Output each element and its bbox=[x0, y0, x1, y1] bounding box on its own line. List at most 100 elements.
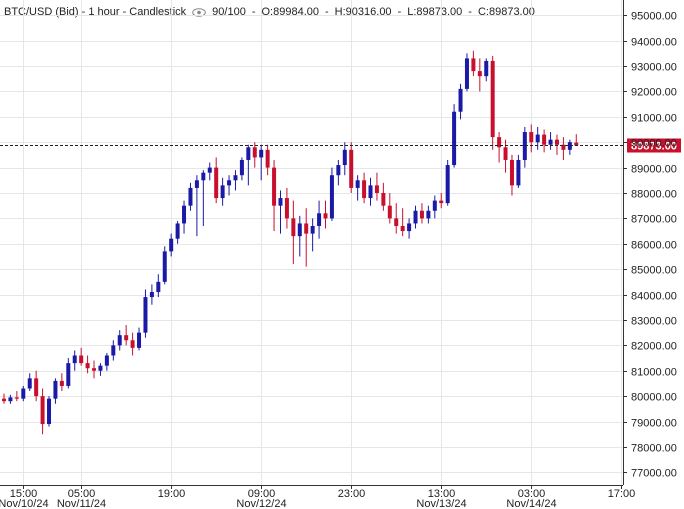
candle-body bbox=[349, 149, 354, 188]
candle-body bbox=[516, 159, 521, 186]
candle-body bbox=[554, 139, 559, 145]
candle-body bbox=[297, 223, 302, 237]
candle-body bbox=[368, 185, 373, 199]
y-tick-label: 93000.00 bbox=[631, 62, 677, 74]
candle-body bbox=[387, 205, 392, 219]
candle bbox=[355, 175, 360, 201]
candle-body bbox=[220, 185, 225, 199]
candle-body bbox=[272, 167, 277, 206]
candle bbox=[304, 208, 309, 267]
x-tick-time-label: 05:00 bbox=[68, 488, 96, 500]
candle bbox=[477, 58, 482, 92]
x-tick-date-label: Nov/10/24 bbox=[0, 498, 49, 509]
candle bbox=[111, 340, 116, 361]
candle bbox=[394, 203, 399, 234]
y-tick-label: 85000.00 bbox=[631, 265, 677, 277]
candle bbox=[561, 137, 566, 160]
y-tick-label: 82000.00 bbox=[631, 341, 677, 353]
y-tick-label: 90000.00 bbox=[631, 138, 677, 150]
candle-body bbox=[104, 355, 109, 366]
candle bbox=[503, 139, 508, 173]
candle bbox=[522, 126, 527, 168]
candle bbox=[548, 132, 553, 150]
candle-body bbox=[169, 238, 174, 252]
candle bbox=[201, 170, 206, 226]
candle-body bbox=[291, 218, 296, 237]
y-tick-label: 91000.00 bbox=[631, 113, 677, 125]
candle-body bbox=[98, 365, 103, 371]
candle bbox=[246, 144, 251, 186]
candle bbox=[381, 182, 386, 211]
candle bbox=[368, 177, 373, 206]
candle-body bbox=[529, 132, 534, 143]
candle-body bbox=[259, 149, 264, 158]
x-tick-time-label: 13:00 bbox=[428, 488, 456, 500]
candle bbox=[143, 289, 148, 338]
candle bbox=[535, 126, 540, 150]
candle-body bbox=[252, 147, 257, 158]
candle-body bbox=[207, 167, 212, 173]
candle-body bbox=[21, 388, 26, 399]
candle-body bbox=[374, 185, 379, 193]
candle bbox=[8, 394, 13, 404]
x-tick-time-label: 03:00 bbox=[518, 488, 546, 500]
candle bbox=[336, 159, 341, 186]
candle bbox=[104, 352, 109, 371]
candle-body bbox=[381, 192, 386, 206]
candle-body bbox=[535, 134, 540, 143]
candle bbox=[124, 325, 129, 346]
candle-body bbox=[567, 142, 572, 150]
candle bbox=[169, 233, 174, 257]
candle-body bbox=[214, 167, 219, 199]
candle-body bbox=[419, 210, 424, 219]
candle-body bbox=[111, 345, 116, 356]
y-tick-label: 79000.00 bbox=[631, 418, 677, 430]
candle bbox=[432, 195, 437, 219]
x-tick-time-label: 17:00 bbox=[608, 488, 636, 500]
candle-body bbox=[143, 297, 148, 333]
candle-body bbox=[40, 396, 45, 425]
candle-body bbox=[509, 159, 514, 186]
candle-body bbox=[464, 58, 469, 89]
candle bbox=[214, 157, 219, 204]
candle bbox=[445, 159, 450, 206]
candle-body bbox=[137, 332, 142, 348]
candle bbox=[53, 378, 58, 404]
candle-body bbox=[362, 180, 367, 199]
candle bbox=[182, 200, 187, 234]
candle-body bbox=[130, 340, 135, 348]
candle-body bbox=[2, 398, 6, 402]
x-tick-date-label: Nov/11/24 bbox=[57, 498, 106, 509]
y-tick-label: 83000.00 bbox=[631, 316, 677, 328]
candle-body bbox=[175, 223, 180, 239]
candle-body bbox=[59, 380, 64, 386]
candle bbox=[413, 205, 418, 229]
candle bbox=[458, 83, 463, 120]
candle bbox=[452, 104, 457, 168]
candle-body bbox=[471, 58, 476, 72]
candle-body bbox=[445, 165, 450, 204]
candle-body bbox=[342, 149, 347, 166]
candle bbox=[400, 208, 405, 237]
candle-body bbox=[92, 368, 97, 371]
candle bbox=[464, 53, 469, 92]
y-tick-label: 92000.00 bbox=[631, 87, 677, 99]
candle bbox=[156, 274, 161, 298]
candle-body bbox=[432, 200, 437, 211]
candle bbox=[66, 358, 71, 389]
candle bbox=[117, 330, 122, 351]
candle bbox=[374, 172, 379, 201]
candle-body bbox=[227, 180, 232, 186]
x-tick-time-label: 23:00 bbox=[338, 488, 366, 500]
y-tick-label: 86000.00 bbox=[631, 240, 677, 252]
candle-body bbox=[124, 335, 129, 341]
y-tick-label: 80000.00 bbox=[631, 392, 677, 404]
candle bbox=[310, 218, 315, 252]
candle-body bbox=[156, 281, 161, 293]
candle-body bbox=[490, 60, 495, 138]
y-tick-label: 81000.00 bbox=[631, 367, 677, 379]
candle bbox=[490, 55, 495, 150]
candle-body bbox=[394, 218, 399, 226]
